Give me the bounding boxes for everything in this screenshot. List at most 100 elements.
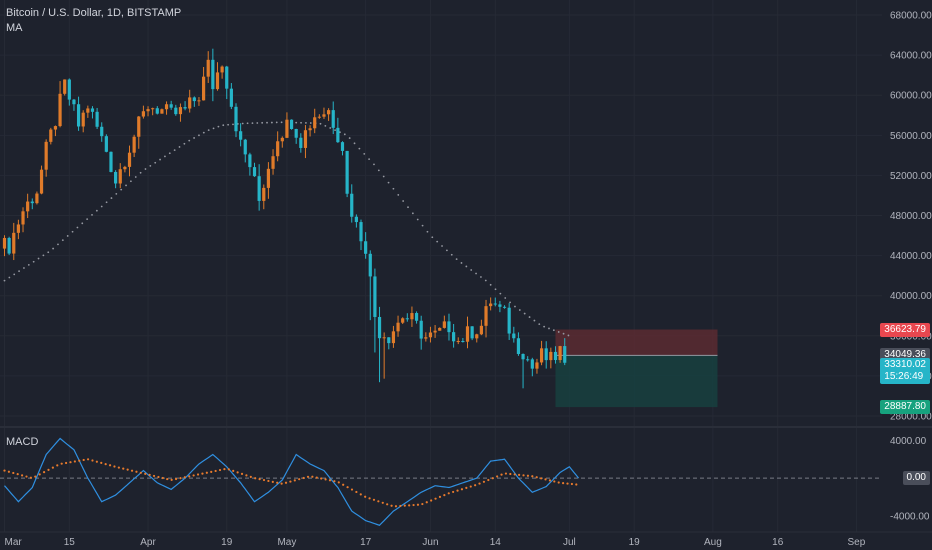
candle-body[interactable] (313, 117, 317, 129)
candle-body[interactable] (373, 276, 377, 317)
candle-body[interactable] (294, 129, 298, 138)
candle-body[interactable] (521, 353, 525, 360)
candle-body[interactable] (479, 325, 483, 335)
candle-body[interactable] (160, 109, 164, 114)
candle-body[interactable] (447, 321, 451, 333)
candle-body[interactable] (76, 104, 81, 127)
candle-body[interactable] (549, 351, 553, 361)
candle-body[interactable] (127, 152, 132, 167)
candle-body[interactable] (67, 79, 71, 100)
candle-body[interactable] (364, 241, 368, 254)
candle-body[interactable] (206, 59, 210, 77)
candle-body[interactable] (345, 150, 349, 194)
candle-body[interactable] (563, 346, 567, 363)
candle-body[interactable] (192, 97, 196, 102)
candle-body[interactable] (327, 110, 331, 115)
candle-body[interactable] (266, 168, 271, 188)
candle-body[interactable] (234, 106, 238, 132)
candle-body[interactable] (197, 100, 201, 102)
candle-body[interactable] (456, 340, 460, 342)
candle-body[interactable] (299, 137, 303, 148)
candle-body[interactable] (100, 126, 104, 137)
candle-body[interactable] (516, 338, 521, 354)
candle-body[interactable] (16, 224, 20, 233)
candle-body[interactable] (26, 201, 30, 212)
candle-body[interactable] (95, 111, 99, 127)
candle-body[interactable] (155, 108, 159, 114)
candle-body[interactable] (396, 322, 400, 332)
time-axis[interactable] (0, 532, 932, 550)
candle-body[interactable] (81, 112, 85, 127)
candle-body[interactable] (391, 331, 396, 344)
candle-body[interactable] (442, 321, 446, 328)
candle-body[interactable] (49, 129, 53, 142)
candle-body[interactable] (229, 88, 233, 107)
candle-body[interactable] (419, 320, 423, 339)
candle-body[interactable] (539, 348, 544, 363)
candle-body[interactable] (465, 326, 470, 342)
candle-body[interactable] (438, 327, 442, 331)
candle-body[interactable] (225, 66, 229, 89)
candle-body[interactable] (368, 253, 372, 277)
candle-body[interactable] (470, 326, 474, 339)
candle-body[interactable] (220, 66, 224, 73)
candle-body[interactable] (141, 111, 145, 117)
candle-body[interactable] (535, 362, 539, 369)
candle-body[interactable] (387, 337, 391, 344)
candle-body[interactable] (53, 126, 58, 130)
candle-body[interactable] (252, 167, 257, 177)
candle-body[interactable] (39, 169, 44, 194)
candle-body[interactable] (317, 116, 321, 118)
candle-body[interactable] (512, 333, 516, 339)
take-profit-zone[interactable] (555, 355, 718, 408)
candle-body[interactable] (377, 316, 382, 339)
candle-body[interactable] (340, 142, 345, 151)
candle-body[interactable] (146, 109, 150, 112)
candle-body[interactable] (489, 303, 493, 307)
candle-body[interactable] (178, 107, 183, 115)
candle-body[interactable] (502, 306, 507, 308)
candle-body[interactable] (354, 216, 358, 223)
candle-body[interactable] (123, 166, 127, 170)
candle-body[interactable] (526, 359, 530, 361)
candle-body[interactable] (507, 307, 511, 334)
candle-body[interactable] (401, 318, 405, 323)
candle-body[interactable] (280, 137, 284, 142)
candle-body[interactable] (336, 127, 340, 143)
candle-body[interactable] (72, 99, 76, 105)
candle-body[interactable] (359, 222, 363, 242)
candle-body[interactable] (109, 151, 113, 172)
candle-body[interactable] (169, 104, 173, 108)
stop-loss-zone[interactable] (555, 329, 718, 356)
price-chart[interactable]: 68000.00 64000.00 60000.00 56000.00 52000.00… (0, 0, 932, 426)
indicator-label-ma[interactable]: MA (6, 22, 23, 34)
candle-body[interactable] (308, 128, 312, 131)
candle-body[interactable] (428, 332, 433, 338)
candle-body[interactable] (276, 141, 280, 157)
pane-divider[interactable] (0, 426, 932, 428)
candle-body[interactable] (424, 337, 428, 339)
candle-body[interactable] (498, 304, 502, 307)
candle-body[interactable] (322, 114, 326, 117)
candle-body[interactable] (58, 93, 62, 127)
candle-body[interactable] (452, 332, 456, 342)
candle-body[interactable] (239, 131, 243, 140)
candle-body[interactable] (493, 303, 497, 305)
candle-body[interactable] (201, 76, 206, 101)
candle-body[interactable] (243, 139, 247, 155)
candle-body[interactable] (350, 193, 354, 217)
candle-body[interactable] (410, 313, 414, 320)
candle-body[interactable] (215, 72, 220, 90)
candle-body[interactable] (558, 346, 562, 361)
candle-body[interactable] (183, 107, 187, 109)
candle-body[interactable] (248, 154, 252, 168)
candle-body[interactable] (104, 136, 108, 152)
indicator-label-macd[interactable]: MACD (6, 436, 39, 448)
candle-body[interactable] (63, 79, 67, 94)
candle-body[interactable] (405, 318, 409, 320)
candle-body[interactable] (137, 116, 141, 137)
candle-body[interactable] (211, 59, 215, 90)
candle-body[interactable] (21, 211, 25, 225)
candle-body[interactable] (44, 141, 48, 170)
macd-chart[interactable]: 4000.00 -4000.00 Mar 15 Apr 19 May 17 Jun 14 Jul 19… (0, 428, 932, 550)
